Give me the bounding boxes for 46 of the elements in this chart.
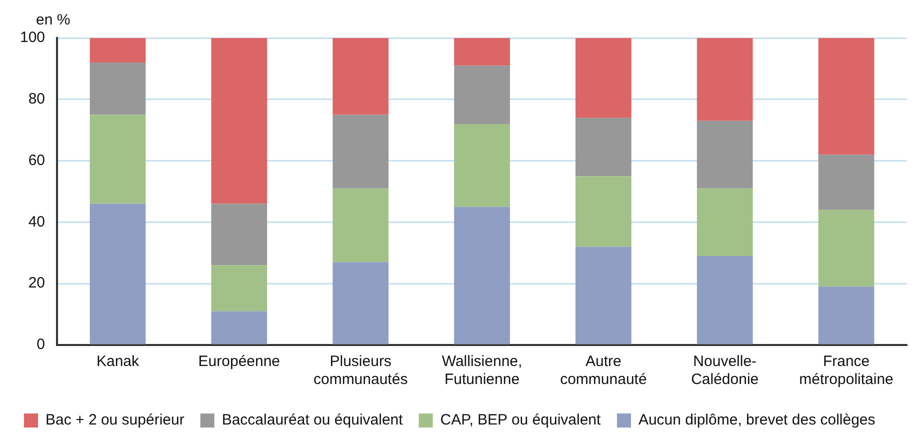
legend-label: Baccalauréat ou équivalent xyxy=(222,412,404,429)
legend-label: CAP, BEP ou équivalent xyxy=(440,412,602,429)
y-tick-label: 60 xyxy=(28,152,46,169)
y-tick-label: 80 xyxy=(28,90,46,108)
bar xyxy=(211,265,268,312)
y-tick-label: 20 xyxy=(28,274,46,292)
bar xyxy=(818,38,874,155)
bar xyxy=(211,311,268,344)
bar xyxy=(90,204,146,344)
bar xyxy=(454,206,510,344)
bar xyxy=(454,124,510,207)
bar xyxy=(332,262,389,344)
bar xyxy=(576,246,632,344)
bar xyxy=(696,256,753,344)
bar xyxy=(818,286,874,344)
x-tick-label: Nouvelle-Calédonie xyxy=(691,353,759,388)
bar xyxy=(454,38,510,66)
y-tick-label: 0 xyxy=(36,336,46,354)
bar xyxy=(696,188,753,256)
bar xyxy=(696,38,753,121)
x-tick-label: Wallisienne, Futunienne xyxy=(442,353,522,388)
bar xyxy=(818,210,874,287)
y-tick-label: 40 xyxy=(28,213,46,230)
bar xyxy=(90,38,146,63)
bar xyxy=(576,118,632,176)
x-tick-label: France métropolitaine xyxy=(799,353,894,388)
legend-label: Bac + 2 ou supérieur xyxy=(46,412,184,429)
x-tick-label: Européenne xyxy=(198,353,280,370)
x-tick-label: Kanak xyxy=(96,353,140,370)
bar xyxy=(696,120,753,188)
x-tick-label: Plusieurs communautés xyxy=(313,353,408,388)
bar xyxy=(90,114,146,204)
bar xyxy=(818,154,874,210)
y-tick-label: 100 xyxy=(20,29,46,46)
bar xyxy=(576,176,632,247)
bar xyxy=(211,204,268,266)
bar xyxy=(454,66,510,124)
x-tick-label: Autre communauté xyxy=(560,353,647,388)
legend-label: Aucun diplôme, brevet des collèges xyxy=(638,412,876,429)
bar xyxy=(90,62,146,115)
bar xyxy=(332,188,389,262)
bar xyxy=(576,38,632,118)
bar xyxy=(211,38,268,204)
bar xyxy=(332,38,389,115)
y-axis-title: en % xyxy=(36,12,70,29)
bar xyxy=(332,114,389,188)
